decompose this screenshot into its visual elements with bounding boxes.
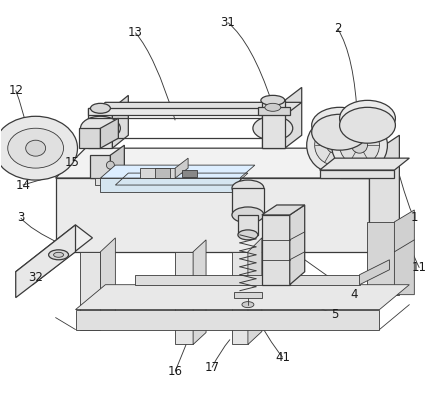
Ellipse shape — [232, 207, 264, 223]
Polygon shape — [101, 178, 240, 192]
Polygon shape — [90, 155, 110, 178]
Polygon shape — [140, 168, 175, 178]
Ellipse shape — [265, 103, 281, 111]
Polygon shape — [234, 292, 262, 298]
Text: 41: 41 — [275, 351, 290, 364]
Ellipse shape — [238, 230, 258, 240]
Polygon shape — [232, 188, 264, 215]
Text: 12: 12 — [8, 84, 23, 97]
Ellipse shape — [106, 161, 114, 169]
Polygon shape — [101, 165, 255, 178]
Polygon shape — [290, 205, 305, 285]
Polygon shape — [232, 252, 248, 345]
Polygon shape — [175, 158, 188, 178]
Polygon shape — [113, 95, 128, 148]
Ellipse shape — [326, 137, 342, 153]
Polygon shape — [285, 87, 302, 148]
Ellipse shape — [0, 116, 78, 180]
Polygon shape — [78, 128, 101, 148]
Polygon shape — [320, 158, 409, 170]
Polygon shape — [394, 210, 414, 295]
Ellipse shape — [90, 103, 110, 113]
Ellipse shape — [261, 95, 285, 105]
Polygon shape — [55, 178, 369, 252]
Ellipse shape — [242, 302, 254, 308]
Polygon shape — [16, 225, 93, 285]
Polygon shape — [182, 170, 197, 177]
Text: 15: 15 — [65, 156, 80, 169]
Polygon shape — [350, 112, 385, 125]
Text: 1: 1 — [411, 212, 418, 224]
Polygon shape — [360, 260, 389, 285]
Polygon shape — [258, 107, 290, 115]
Polygon shape — [262, 215, 290, 285]
Polygon shape — [322, 118, 358, 132]
Ellipse shape — [81, 116, 120, 140]
Polygon shape — [75, 310, 380, 330]
Polygon shape — [155, 168, 170, 178]
Ellipse shape — [26, 140, 46, 156]
Ellipse shape — [340, 100, 396, 136]
Ellipse shape — [352, 137, 368, 153]
Text: 5: 5 — [331, 308, 338, 321]
Text: 13: 13 — [128, 26, 143, 39]
Polygon shape — [16, 225, 75, 298]
Polygon shape — [262, 100, 285, 148]
Ellipse shape — [332, 117, 388, 173]
Text: 4: 4 — [351, 288, 358, 301]
Ellipse shape — [340, 125, 380, 165]
Text: 3: 3 — [17, 212, 24, 224]
Text: 17: 17 — [205, 361, 220, 374]
Polygon shape — [135, 275, 360, 285]
Polygon shape — [89, 108, 113, 148]
Ellipse shape — [312, 114, 368, 150]
Polygon shape — [118, 170, 130, 185]
Text: 16: 16 — [167, 365, 183, 378]
Polygon shape — [101, 118, 118, 148]
Ellipse shape — [49, 250, 69, 260]
Polygon shape — [193, 240, 206, 345]
Ellipse shape — [232, 180, 264, 196]
Ellipse shape — [263, 103, 283, 113]
Polygon shape — [75, 285, 409, 310]
Ellipse shape — [8, 128, 63, 168]
Ellipse shape — [54, 252, 63, 257]
Polygon shape — [89, 102, 302, 115]
Polygon shape — [369, 148, 400, 252]
Polygon shape — [369, 135, 400, 178]
Text: 11: 11 — [412, 261, 427, 274]
Polygon shape — [368, 222, 400, 295]
Text: 2: 2 — [334, 22, 342, 35]
Polygon shape — [55, 148, 400, 178]
Polygon shape — [95, 178, 118, 185]
Ellipse shape — [312, 107, 368, 143]
Polygon shape — [89, 108, 285, 115]
Polygon shape — [262, 100, 285, 148]
Polygon shape — [238, 215, 258, 235]
Polygon shape — [248, 238, 262, 345]
Ellipse shape — [307, 117, 362, 173]
Polygon shape — [175, 252, 193, 345]
Text: 32: 32 — [28, 271, 43, 284]
Polygon shape — [320, 170, 394, 178]
Ellipse shape — [253, 116, 293, 140]
Polygon shape — [110, 145, 124, 178]
Polygon shape — [101, 238, 115, 330]
Ellipse shape — [340, 107, 396, 143]
Text: 14: 14 — [15, 179, 30, 191]
Polygon shape — [262, 205, 305, 215]
Ellipse shape — [315, 125, 354, 165]
Text: 31: 31 — [221, 16, 235, 29]
Polygon shape — [340, 155, 369, 178]
Polygon shape — [81, 252, 101, 330]
